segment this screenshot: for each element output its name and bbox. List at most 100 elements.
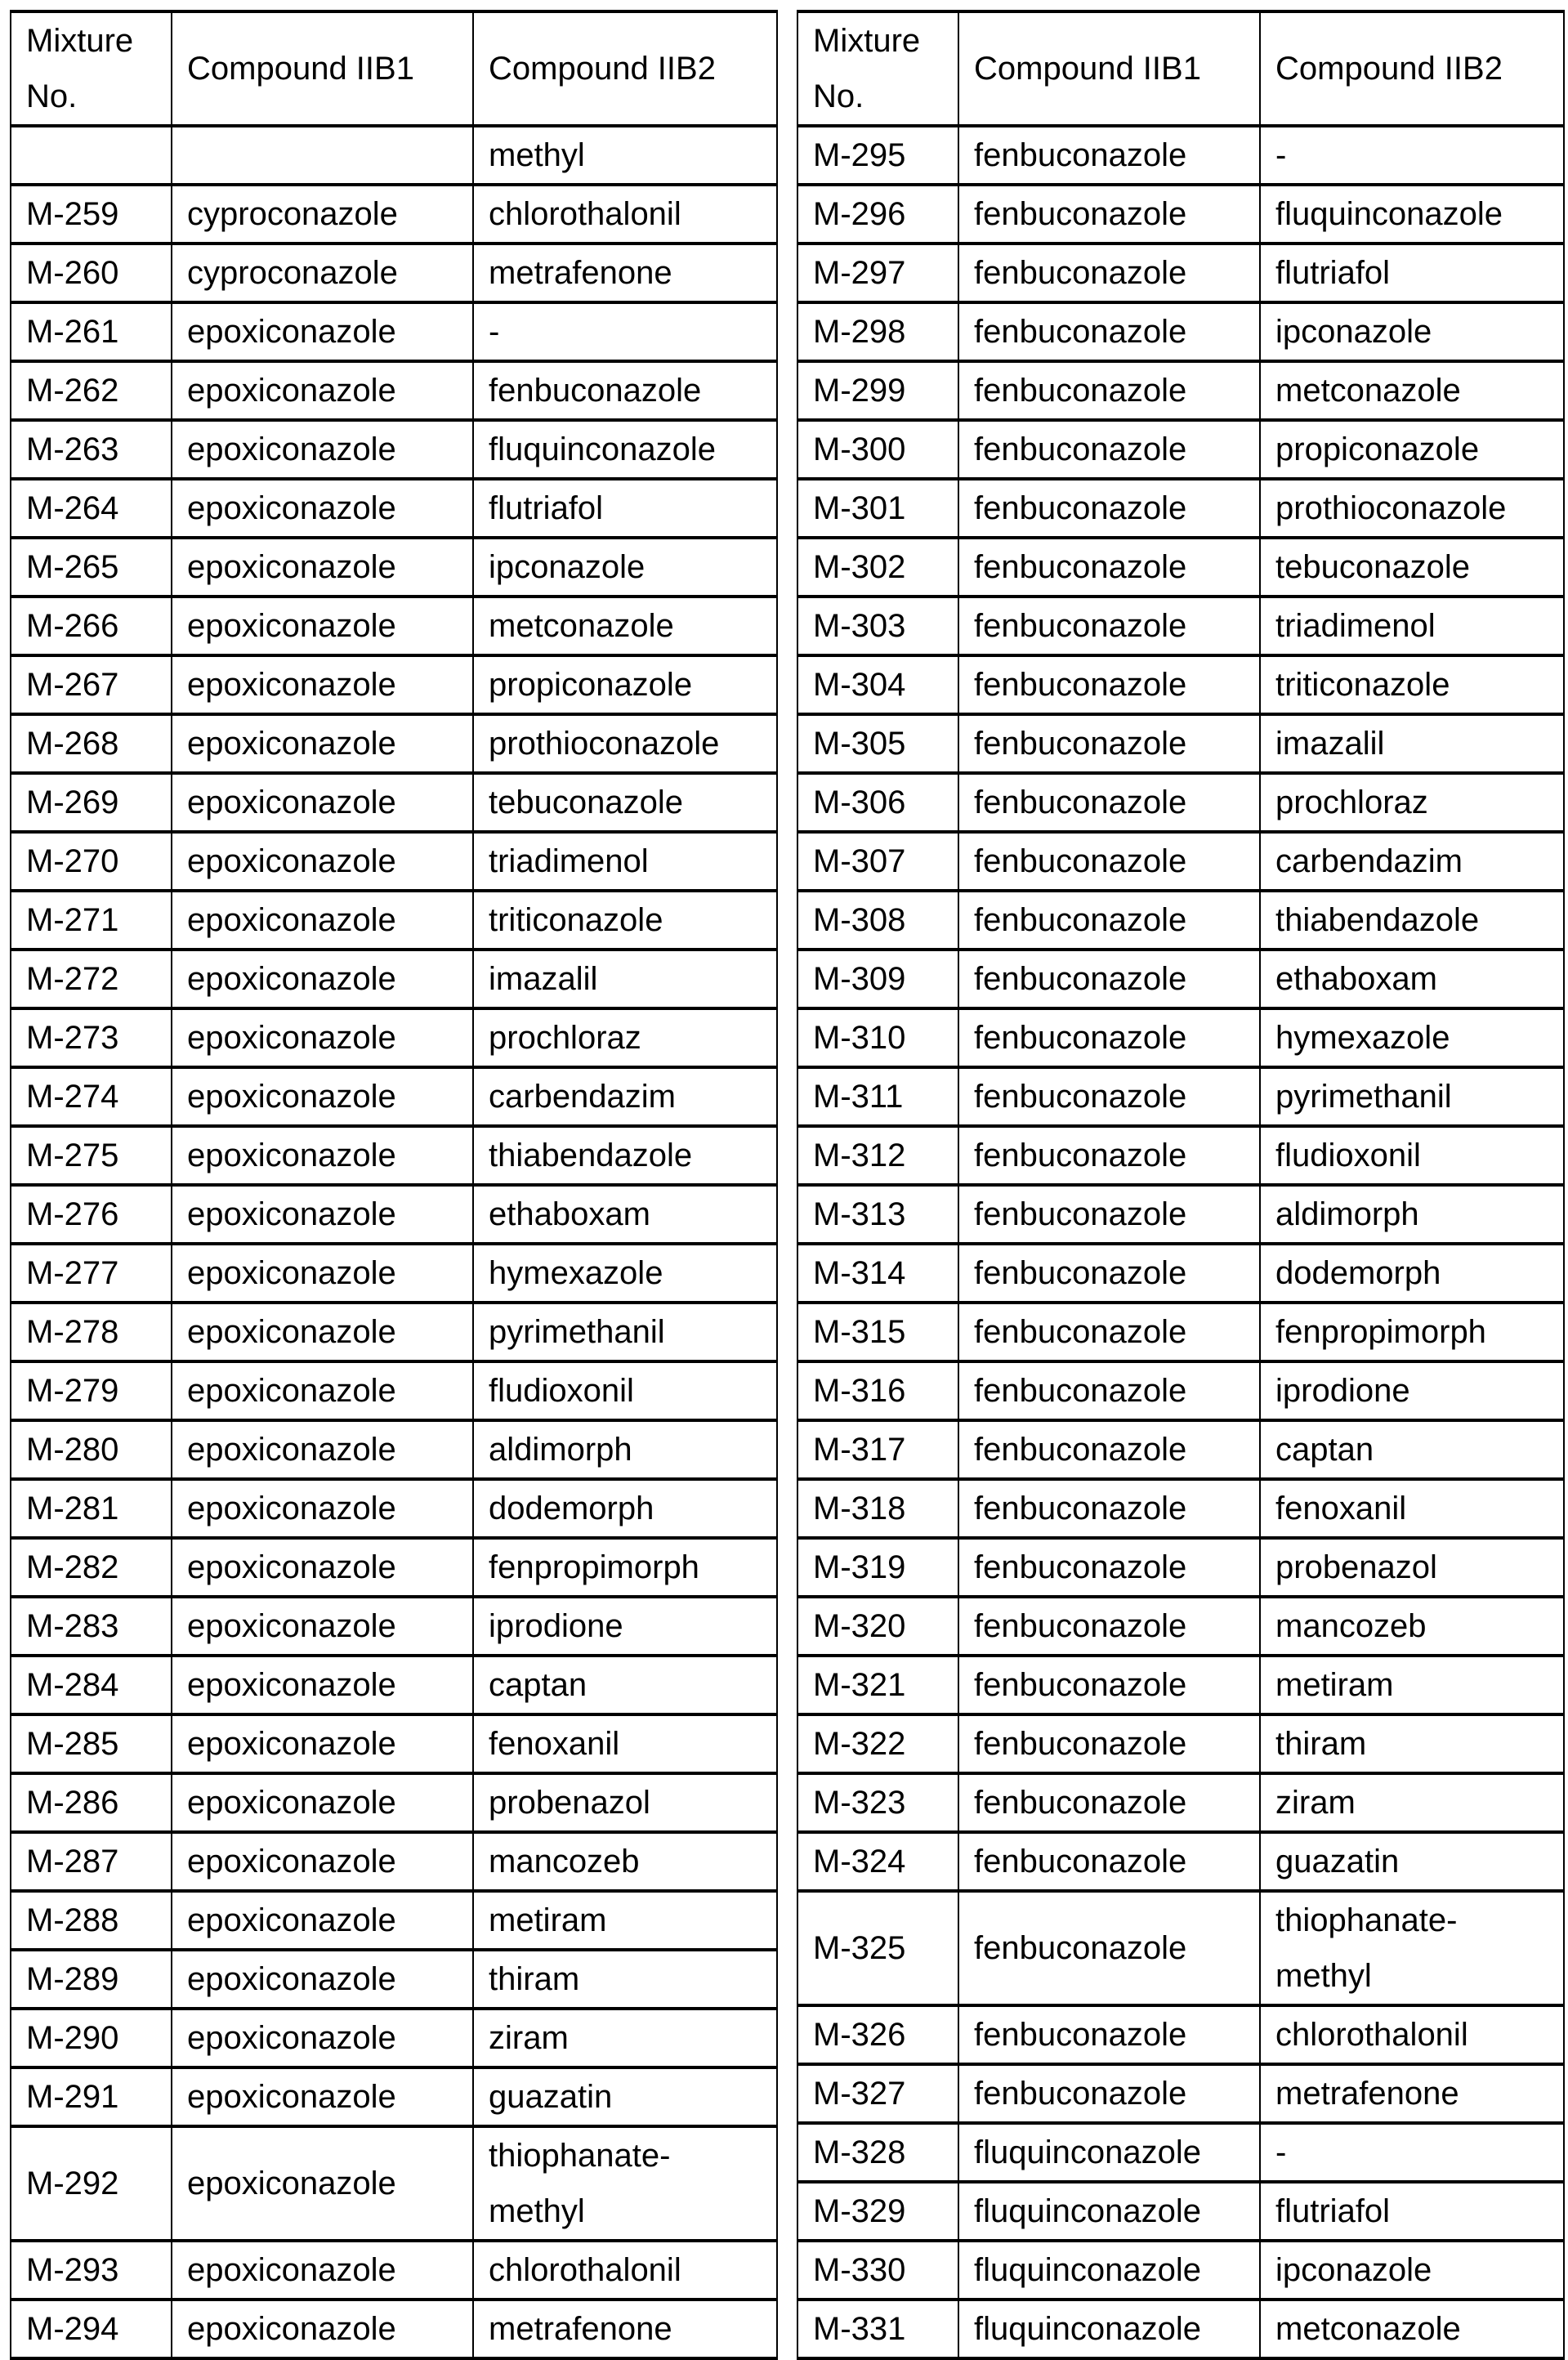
table-row: M-308fenbuconazolethiabendazole [797,891,1564,950]
table-row: M-326fenbuconazolechlorothalonil [797,2005,1564,2064]
mixture-no-cell: M-279 [11,1361,172,1420]
compound-iib1-cell: epoxiconazole [172,1891,473,1950]
mixture-no-cell: M-304 [797,655,958,714]
compound-iib2-cell: carbendazim [473,1067,777,1126]
compound-iib2-cell: captan [473,1656,777,1714]
table-row: M-323fenbuconazoleziram [797,1773,1564,1832]
compound-iib2-cell: fludioxonil [473,1361,777,1420]
table-row: M-317fenbuconazolecaptan [797,1420,1564,1479]
table-row: M-322fenbuconazolethiram [797,1714,1564,1773]
compound-iib2-cell: metiram [473,1891,777,1950]
mixture-no-cell: M-303 [797,597,958,655]
mixture-no-cell: M-278 [11,1303,172,1361]
compound-iib2-cell: pyrimethanil [1260,1067,1564,1126]
mixture-no-cell: M-327 [797,2064,958,2123]
compound-iib2-cell: thiabendazole [473,1126,777,1185]
compound-iib1-cell: fenbuconazole [958,1479,1260,1538]
table-row: M-288epoxiconazolemetiram [11,1891,777,1950]
compound-iib1-cell: cyproconazole [172,244,473,302]
compound-iib2-cell: fluquinconazole [1260,185,1564,244]
mixture-no-cell: M-263 [11,420,172,479]
mixture-no-cell: M-324 [797,1832,958,1891]
table-row: M-266epoxiconazolemetconazole [11,597,777,655]
mixture-no-cell: M-273 [11,1008,172,1067]
compound-iib1-cell: epoxiconazole [172,1303,473,1361]
mixture-no-cell: M-307 [797,832,958,891]
compound-iib2-cell: prochloraz [1260,773,1564,832]
mixture-no-cell: M-260 [11,244,172,302]
mixture-no-cell: M-319 [797,1538,958,1597]
compound-iib1-cell: fenbuconazole [958,655,1260,714]
header-compound-iib1: Compound IIB1 [172,11,473,126]
table-row: M-274epoxiconazolecarbendazim [11,1067,777,1126]
table-row: M-271epoxiconazoletriticonazole [11,891,777,950]
compound-iib2-cell: hymexazole [473,1244,777,1303]
mixture-no-cell: M-314 [797,1244,958,1303]
compound-iib2-cell: hymexazole [1260,1008,1564,1067]
compound-iib2-cell: ziram [473,2009,777,2067]
table-row: M-283epoxiconazoleiprodione [11,1597,777,1656]
mixture-no-cell: M-308 [797,891,958,950]
compound-iib1-cell: epoxiconazole [172,1244,473,1303]
mixture-no-cell: M-270 [11,832,172,891]
compound-iib1-cell: epoxiconazole [172,1832,473,1891]
table-row: M-300fenbuconazolepropiconazole [797,420,1564,479]
table-row: M-282epoxiconazolefenpropimorph [11,1538,777,1597]
mixture-no-cell: M-305 [797,714,958,773]
table-row: M-298fenbuconazoleipconazole [797,302,1564,361]
table-row: M-314fenbuconazoledodemorph [797,1244,1564,1303]
compound-iib2-cell: dodemorph [1260,1244,1564,1303]
compound-iib2-cell: tebuconazole [473,773,777,832]
compound-iib2-cell: triticonazole [1260,655,1564,714]
mixture-table-left: Mixture No. Compound IIB1 Compound IIB2 … [10,10,778,2360]
table-row: M-278epoxiconazolepyrimethanil [11,1303,777,1361]
table-row: M-313fenbuconazolealdimorph [797,1185,1564,1244]
table-row: M-263epoxiconazolefluquinconazole [11,420,777,479]
mixture-no-cell: M-282 [11,1538,172,1597]
mixture-no-cell: M-274 [11,1067,172,1126]
mixture-no-cell: M-288 [11,1891,172,1950]
mixture-no-cell: M-299 [797,361,958,420]
compound-iib2-cell: prochloraz [473,1008,777,1067]
compound-iib1-cell: epoxiconazole [172,950,473,1008]
table-row: M-297fenbuconazoleflutriafol [797,244,1564,302]
mixture-no-cell: M-285 [11,1714,172,1773]
mixture-no-cell: M-293 [11,2241,172,2300]
table-row: M-280epoxiconazolealdimorph [11,1420,777,1479]
mixture-no-cell: M-275 [11,1126,172,1185]
table-row: M-261epoxiconazole- [11,302,777,361]
mixture-no-cell: M-301 [797,479,958,538]
compound-iib2-cell: flutriafol [1260,2182,1564,2241]
table-row: M-286epoxiconazoleprobenazol [11,1773,777,1832]
header-compound-iib2: Compound IIB2 [1260,11,1564,126]
compound-iib1-cell: fenbuconazole [958,1714,1260,1773]
table-row: M-305fenbuconazoleimazalil [797,714,1564,773]
table-row: M-312fenbuconazolefludioxonil [797,1126,1564,1185]
compound-iib2-cell: - [1260,2123,1564,2182]
mixture-no-cell: M-283 [11,1597,172,1656]
mixture-no-cell: M-267 [11,655,172,714]
compound-iib1-cell: fluquinconazole [958,2182,1260,2241]
mixture-no-cell: M-328 [797,2123,958,2182]
compound-iib2-cell: chlorothalonil [473,185,777,244]
mixture-no-cell: M-306 [797,773,958,832]
compound-iib2-cell: thiophanate-methyl [1260,1891,1564,2005]
compound-iib2-cell: imazalil [1260,714,1564,773]
compound-iib1-cell: fenbuconazole [958,1067,1260,1126]
compound-iib1-cell: fenbuconazole [958,1773,1260,1832]
compound-iib2-cell: ethaboxam [473,1185,777,1244]
mixture-no-cell: M-272 [11,950,172,1008]
compound-iib2-cell: metconazole [473,597,777,655]
compound-iib1-cell: fenbuconazole [958,1420,1260,1479]
compound-iib2-cell: imazalil [473,950,777,1008]
compound-iib1-cell: fenbuconazole [958,1832,1260,1891]
mixture-no-cell: M-313 [797,1185,958,1244]
mixture-no-cell: M-277 [11,1244,172,1303]
compound-iib2-cell: prothioconazole [473,714,777,773]
compound-iib1-cell: epoxiconazole [172,1126,473,1185]
table-row: M-284epoxiconazolecaptan [11,1656,777,1714]
mixture-no-cell: M-321 [797,1656,958,1714]
compound-iib2-cell: probenazol [473,1773,777,1832]
table-row: M-303fenbuconazoletriadimenol [797,597,1564,655]
compound-iib2-cell: chlorothalonil [1260,2005,1564,2064]
